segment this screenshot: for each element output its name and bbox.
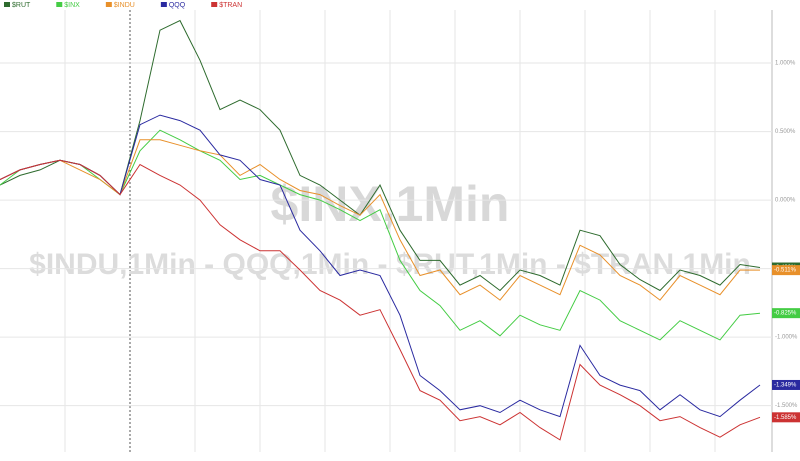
value-label-box [772,379,800,390]
series-line [0,114,761,418]
series-line [0,139,761,301]
series-line [0,129,761,341]
legend-label: $INX [64,2,80,9]
watermark: $INX,1Min [271,176,510,232]
legend-label: QQQ [169,2,186,9]
legend-swatch [4,2,10,7]
legend-swatch [105,2,112,7]
value-label-box [772,308,800,319]
legend-swatch [160,2,167,7]
legend: $RUT $INX $INDU QQQ $TRAN [4,2,242,9]
y-tick-label: 0.000% [775,198,796,204]
value-label: -0.511% [774,268,797,274]
y-tick-label: -1.000% [775,335,798,341]
value-label: -0.825% [774,311,797,317]
watermark: $INDU,1Min - QQQ,1Min - $RUT,1Min - $TRA… [29,248,751,281]
value-label: -1.349% [774,383,797,389]
series-line [0,159,761,441]
legend-label: $RUT [12,2,31,9]
legend-swatch [56,2,63,7]
y-tick-label: -1.500% [775,403,798,409]
y-tick-label: 0.500% [775,129,796,135]
legend-label: $INDU [114,2,135,9]
value-label-box [772,412,800,423]
y-tick-label: 1.000% [775,61,796,67]
vertical-grid [64,10,773,452]
value-label-box [772,265,800,276]
legend-swatch [211,2,218,7]
legend-label: $TRAN [219,2,242,9]
value-label: -1.585% [774,415,797,421]
